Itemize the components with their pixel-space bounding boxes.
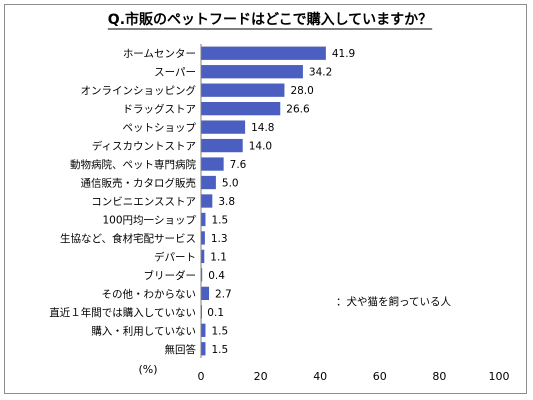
value-label: 7.6	[230, 159, 247, 171]
category-label: その他・わからない	[102, 287, 197, 300]
bar	[201, 138, 243, 153]
value-label: 1.1	[210, 251, 227, 263]
x-tick-label: 60	[373, 370, 387, 383]
category-labels-group: ホームセンタースーパーオンラインショッピングドラッグストアペットショップディスカ…	[49, 48, 196, 356]
value-label: 1.5	[211, 325, 228, 337]
category-label: コンビニエンスストア	[91, 196, 196, 208]
value-label: 1.3	[211, 233, 228, 245]
category-label: 購入・利用していない	[91, 324, 196, 337]
bar	[201, 194, 213, 208]
bar	[201, 231, 205, 245]
category-label: ホームセンター	[123, 48, 196, 60]
value-label: 2.7	[215, 288, 232, 300]
category-label: スーパー	[154, 67, 196, 79]
x-tick-label: 0	[198, 370, 205, 383]
bar	[201, 157, 224, 171]
category-label: デパート	[154, 250, 196, 263]
category-label: 無回答	[165, 343, 197, 356]
unit-label: (%)	[138, 363, 157, 376]
bar	[201, 323, 206, 337]
category-label: オンラインショッピング	[81, 84, 197, 97]
category-label: 動物病院、ペット専門病院	[70, 158, 196, 171]
bar	[201, 286, 210, 301]
bar	[201, 83, 285, 97]
bar	[201, 175, 216, 190]
x-tick-label: 20	[254, 370, 268, 383]
category-label: 生協など、食材宅配サービス	[60, 232, 196, 245]
bar	[201, 212, 206, 227]
category-label: ディスカウントストア	[92, 140, 196, 153]
value-label: 5.0	[222, 178, 239, 190]
x-ticks-group: 0 20 40 60 80 100	[198, 370, 510, 383]
category-label: 直近１年間では購入していない	[49, 306, 196, 319]
value-label: 28.0	[290, 85, 313, 97]
x-tick-label: 40	[313, 370, 327, 383]
bar	[201, 101, 281, 116]
category-label: ドラッグストア	[123, 103, 197, 116]
value-label: 0.1	[207, 307, 224, 319]
category-label: ペットショップ	[123, 122, 197, 134]
value-label: 41.9	[332, 48, 355, 60]
category-label: 100円均一ショップ	[102, 214, 196, 226]
bar	[201, 65, 303, 79]
chart-title: Q.市販のペットフードはどこで購入していますか？	[108, 11, 432, 28]
x-tick-label: 80	[432, 370, 446, 383]
value-labels-group: 41.934.2 28.0 26.6 14.8 14.07.6 5.0 3.8 1.5 1.3 1…	[207, 48, 355, 356]
bar	[201, 120, 246, 134]
bar	[201, 249, 205, 264]
value-label: 34.2	[309, 67, 332, 79]
bars-group	[201, 46, 326, 356]
chart-note: ：犬や猫を飼っている人	[336, 295, 451, 308]
value-label: 1.5	[211, 214, 228, 226]
value-label: 26.6	[286, 104, 310, 116]
bar	[201, 46, 326, 60]
value-label: 14.0	[249, 141, 272, 153]
value-label: 0.4	[208, 270, 225, 282]
bar	[201, 268, 203, 282]
value-label: 1.5	[211, 344, 228, 356]
x-tick-label: 100	[489, 370, 510, 383]
category-label: 通信販売・カタログ販売	[81, 177, 197, 190]
value-label: 3.8	[218, 196, 235, 208]
category-label: ブリーダー	[144, 269, 197, 282]
bar	[201, 342, 206, 356]
value-label: 14.8	[251, 122, 274, 134]
